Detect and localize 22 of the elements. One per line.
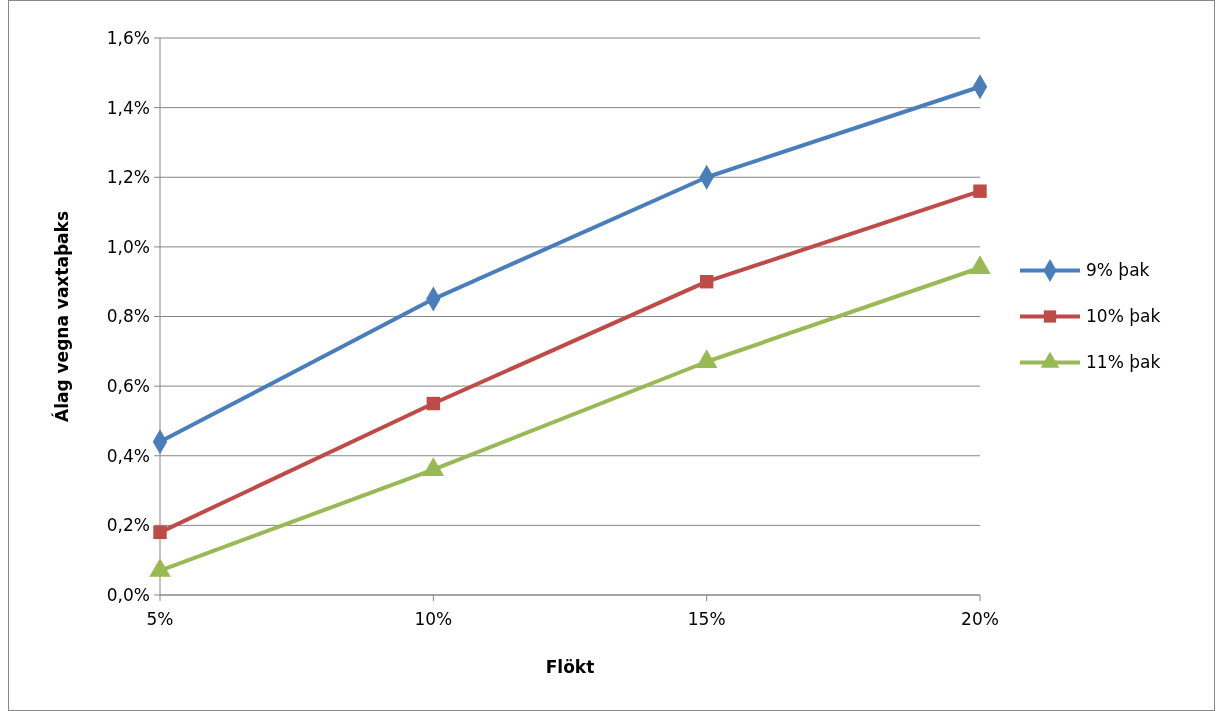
point: [973, 184, 987, 198]
x-tick-label: 15%: [687, 609, 726, 629]
y-tick-label: 0,0%: [106, 584, 150, 605]
y-tick-label: 1,4%: [106, 97, 150, 118]
y-tick-label: 0,4%: [106, 445, 150, 466]
point: [699, 274, 714, 289]
x-tick-label: 10%: [414, 609, 453, 629]
legend-label: 10% þak: [1086, 306, 1161, 327]
x-axis-title: Flökt: [545, 657, 595, 677]
y-tick-label: 0,8%: [106, 306, 150, 327]
point: [426, 396, 441, 411]
y-tick-label: 0,2%: [106, 515, 150, 536]
y-tick-label: 1,0%: [106, 236, 150, 257]
y-tick-label: 0,6%: [106, 376, 150, 397]
legend-label: 9% þak: [1086, 260, 1150, 281]
x-tick-label: 20%: [961, 609, 999, 629]
y-axis-title: Álag vegna vaxtaþaks: [51, 211, 72, 422]
legend-label: 11% þak: [1086, 352, 1161, 373]
y-tick-label: 1,2%: [106, 167, 150, 188]
point: [153, 525, 167, 540]
x-tick-label: 5%: [146, 609, 174, 629]
y-tick-label: 1,6%: [106, 27, 150, 48]
